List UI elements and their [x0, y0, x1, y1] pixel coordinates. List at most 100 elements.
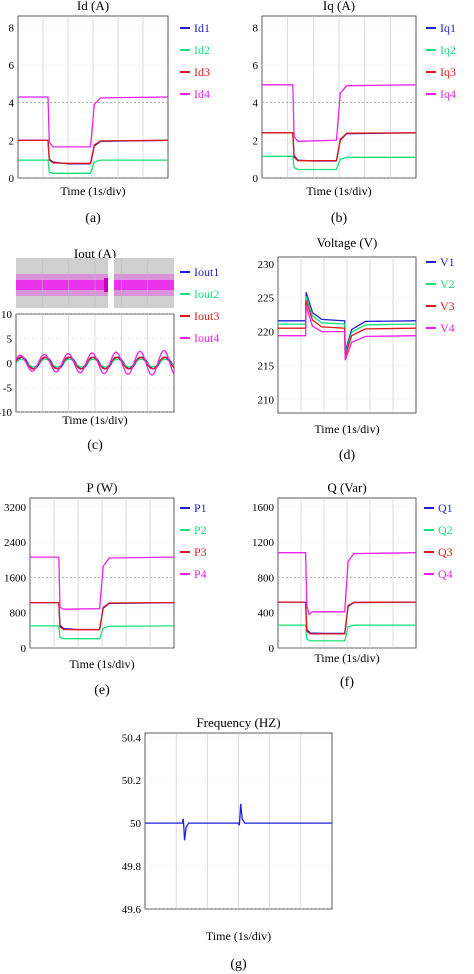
y-tick-label: 50: [130, 818, 142, 830]
chart-title: Frequency (HZ): [196, 715, 280, 730]
chart-title: Voltage (V): [317, 235, 378, 250]
legend-label: Iq3: [440, 65, 456, 79]
chart-title: Id (A): [77, 0, 109, 13]
legend-label: Id3: [194, 65, 210, 79]
chart-title: P (W): [87, 480, 118, 495]
y-tick-label: 0: [253, 173, 259, 185]
chart-g: Frequency (HZ) 49.6 49.8 50 50.2 50.4 Time (1s…: [122, 715, 333, 972]
y-tick-label: 5: [7, 334, 13, 346]
series-line: [15, 356, 175, 370]
y-tick-label: 3200: [4, 502, 27, 514]
y-tick-label: 49.8: [122, 861, 142, 873]
panel-label: (d): [339, 448, 356, 463]
series-line: [30, 601, 175, 631]
x-axis-label: Time (1s/div): [306, 184, 371, 198]
legend-label: Q3: [438, 545, 453, 559]
y-tick-label: 4: [253, 98, 259, 110]
series-line: [262, 84, 417, 142]
panel-label: (c): [87, 438, 103, 453]
y-tick-label: 2: [253, 135, 259, 147]
band-gap: [108, 258, 114, 308]
legend-label: P1: [194, 501, 207, 515]
x-axis-label: Time (1s/div): [62, 413, 127, 427]
legend-label: V3: [440, 299, 455, 313]
panel-label: (a): [85, 211, 101, 226]
legend-label: Iq1: [440, 21, 456, 35]
legend-label: Iout4: [194, 331, 219, 345]
series-line: [18, 96, 169, 148]
panel-label: (b): [331, 211, 348, 226]
x-axis-label: Time (1s/div): [314, 651, 379, 665]
x-axis-label: Time (1s/div): [69, 657, 134, 671]
series-line: [278, 624, 417, 642]
legend-label: Q1: [438, 501, 453, 515]
legend-label: V1: [440, 255, 455, 269]
legend-label: Iout3: [194, 309, 219, 323]
series-line: [18, 139, 169, 164]
legend-label: P4: [194, 567, 207, 581]
y-tick-label: 800: [258, 572, 275, 584]
legend-label: Iout1: [194, 265, 219, 279]
series-line: [278, 305, 417, 361]
legend-label: Iout2: [194, 287, 219, 301]
legend-label: Q4: [438, 567, 453, 581]
y-tick-label: 220: [258, 327, 275, 339]
y-tick-label: 1600: [4, 572, 27, 584]
y-tick-label: 8: [9, 22, 15, 34]
y-tick-label: 215: [258, 361, 275, 373]
chart-f: Q (Var) 0 400 800 1200 1600 Q1 Q2 Q3 Q4 Time (1s/d…: [252, 480, 453, 690]
series-line: [145, 803, 332, 841]
legend-label: Id1: [194, 21, 210, 35]
y-tick-label: 2400: [4, 537, 27, 549]
y-tick-label: 50.2: [122, 775, 141, 787]
y-tick-label: 1600: [252, 502, 275, 514]
y-tick-label: 6: [9, 60, 15, 72]
legend-label: Id4: [194, 87, 210, 101]
series-line: [18, 159, 168, 174]
y-tick-label: 400: [258, 608, 275, 620]
x-axis-label: Time (1s/div): [206, 929, 271, 943]
legend-label: V4: [440, 321, 455, 335]
series-line: [262, 132, 417, 162]
y-tick-label: -10: [0, 407, 12, 419]
panel-label: (g): [230, 957, 247, 972]
chart-title: Iq (A): [323, 0, 355, 13]
y-tick-label: 0: [9, 173, 15, 185]
chart-a: Id (A) 0 2 4 6 8 Id1 Id2 Id3 Id4 Time (1s/div) (a): [9, 0, 211, 226]
legend-label: P3: [194, 545, 207, 559]
y-tick-label: 230: [258, 259, 275, 271]
chart-c: Iout (A) -10 -5 0 5 10 Iout1 Iout2 Iout3 Iout4 Tim…: [0, 246, 219, 453]
x-axis-label: Time (1s/div): [314, 422, 379, 436]
y-tick-label: 210: [258, 394, 275, 406]
y-tick-label: 8: [253, 22, 259, 34]
series-line: [30, 556, 175, 610]
series-line: [278, 552, 417, 616]
legend-label: Id2: [194, 43, 210, 57]
legend-label: P2: [194, 523, 207, 537]
y-tick-label: 2: [9, 135, 15, 147]
band-spike: [104, 278, 108, 292]
y-tick-label: -5: [3, 383, 13, 395]
legend-label: Iq4: [440, 87, 456, 101]
chart-title: Q (Var): [327, 480, 366, 495]
chart-d: Voltage (V) 210 215 220 225 230 V1 V2 V3 V4 Time (…: [258, 235, 455, 463]
legend-label: Q2: [438, 523, 453, 537]
panel-label: (f): [340, 675, 354, 690]
series-line: [30, 625, 175, 640]
y-tick-label: 0: [21, 643, 27, 655]
y-tick-label: 10: [1, 309, 13, 321]
series-line: [278, 601, 417, 635]
y-tick-label: 0: [7, 358, 13, 370]
legend-label: Iq2: [440, 43, 456, 57]
y-tick-label: 225: [258, 293, 275, 305]
legend-label: V2: [440, 277, 455, 291]
y-tick-label: 800: [10, 608, 27, 620]
x-axis-label: Time (1s/div): [60, 184, 125, 198]
series-line: [262, 155, 416, 171]
y-tick-label: 6: [253, 60, 259, 72]
series-line: [15, 349, 175, 376]
chart-b: Iq (A) 0 2 4 6 8 Iq1 Iq2 Iq3 Iq4 Time (1s/div) (b): [253, 0, 457, 226]
chart-e: P (W) 0 800 1600 2400 3200 P1 P2 P3 P4 Time (1s/di…: [4, 480, 207, 698]
